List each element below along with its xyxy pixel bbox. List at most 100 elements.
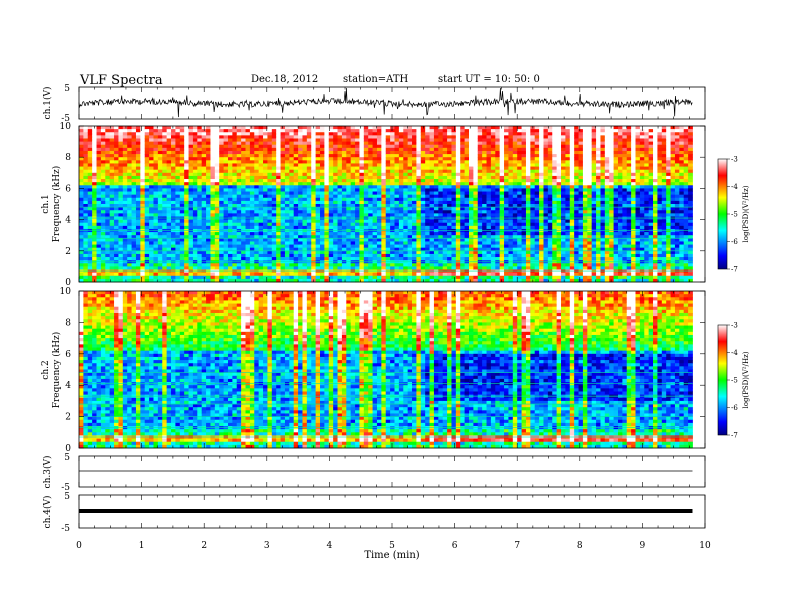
spectrogram-cell <box>79 197 84 202</box>
spectrogram-cell <box>486 241 492 245</box>
spectrogram-cell <box>442 182 448 186</box>
spectrogram-cell <box>114 179 119 183</box>
spectrogram-cell <box>219 222 224 227</box>
spectrogram-cell <box>96 169 102 174</box>
spectrogram-cell <box>276 191 281 196</box>
spectrogram-cell <box>214 188 220 192</box>
spectrogram-cell <box>175 238 181 242</box>
spectrogram-cell <box>109 235 115 239</box>
spectrogram-cell <box>433 247 439 252</box>
spectrogram-cell <box>499 247 505 252</box>
spectrogram-cell <box>162 235 168 239</box>
spectrogram-cell <box>280 200 286 205</box>
spectrogram-cell <box>87 210 93 214</box>
spectrogram-cell <box>385 232 391 236</box>
spectrogram-cell <box>131 154 137 158</box>
spectrogram-cell <box>398 253 404 258</box>
spectrogram-cell <box>420 141 426 146</box>
spectrogram-cell <box>381 166 387 171</box>
spectrogram-cell <box>438 278 444 283</box>
spectrogram-cell <box>280 141 286 146</box>
spectrogram-cell <box>311 135 317 139</box>
spectrogram-cell <box>385 172 391 177</box>
spectrogram-cell <box>438 182 444 186</box>
spectrogram-cell <box>263 197 268 202</box>
spectrogram-cell <box>412 207 417 211</box>
spectrogram-cell <box>135 179 141 183</box>
spectrogram-cell <box>324 182 330 186</box>
spectrogram-cell <box>412 200 417 205</box>
spectrogram-cell <box>96 213 102 217</box>
spectrogram-cell <box>438 179 444 183</box>
spectrogram-cell <box>131 272 137 277</box>
spectrogram-cell <box>267 241 273 245</box>
spectrogram-cell <box>447 232 452 236</box>
spectrogram-cell <box>359 182 365 186</box>
spectrogram-cell <box>433 172 439 177</box>
spectrogram-cell <box>201 235 207 239</box>
spectrogram-cell <box>438 275 444 280</box>
spectrogram-cell <box>166 275 172 280</box>
spectrogram-cell <box>149 154 154 158</box>
spectrogram-cell <box>341 244 347 249</box>
spectrogram-cell <box>363 222 369 227</box>
spectrogram-cell <box>429 129 435 133</box>
spectrogram-cell <box>394 182 400 186</box>
spectrogram-cell <box>87 207 93 211</box>
spectrogram-cell <box>438 225 444 230</box>
spectrogram-cell <box>249 179 255 183</box>
spectrogram-cell <box>416 188 422 192</box>
spectrogram-cell <box>227 179 233 183</box>
spectrogram-cell <box>131 132 137 136</box>
spectrogram-cell <box>499 191 505 196</box>
spectrogram-cell <box>315 225 321 230</box>
spectrogram-cell <box>355 157 360 161</box>
spectrogram-cell <box>83 135 89 139</box>
spectrogram-cell <box>140 147 146 152</box>
spectrogram-cell <box>184 163 189 167</box>
spectrogram-cell <box>201 141 207 146</box>
spectrogram-cell <box>324 138 330 142</box>
spectrogram-cell <box>153 179 159 183</box>
spectrogram-cell <box>420 154 426 158</box>
spectrogram-cell <box>280 278 286 283</box>
spectrogram-cell <box>227 144 233 149</box>
spectrogram-cell <box>140 247 146 252</box>
spectrogram-cell <box>298 250 303 255</box>
spectrogram-cell <box>171 188 176 192</box>
spectrogram-cell <box>381 191 387 196</box>
spectrogram-cell <box>135 266 141 270</box>
spectrogram-cell <box>433 232 439 236</box>
spectrogram-cell <box>171 150 176 155</box>
spectrogram-cell <box>473 185 479 189</box>
spectrogram-cell <box>122 207 128 211</box>
spectrogram-cell <box>149 278 154 283</box>
spectrogram-cell <box>469 179 474 183</box>
spectrogram-cell <box>359 213 365 217</box>
spectrogram-cell <box>140 257 146 261</box>
spectrogram-cell <box>131 253 137 258</box>
spectrogram-cell <box>214 197 220 202</box>
spectrogram-cell <box>341 138 347 142</box>
spectrogram-cell <box>328 141 334 146</box>
spectrogram-cell <box>179 278 185 283</box>
spectrogram-cell <box>223 138 229 142</box>
spectrogram-cell <box>210 160 216 164</box>
spectrogram-cell <box>236 194 242 199</box>
spectrogram-cell <box>157 275 163 280</box>
spectrogram-cell <box>79 253 84 258</box>
spectrogram-cell <box>219 238 224 242</box>
spectrogram-cell <box>359 204 365 208</box>
spectrogram-cell <box>298 253 303 258</box>
spectrogram-cell <box>320 266 325 270</box>
spectrogram-cell <box>381 210 387 214</box>
spectrogram-cell <box>477 185 483 189</box>
spectrogram-cell <box>324 179 330 183</box>
spectrogram-cell <box>442 235 448 239</box>
spectrogram-cell <box>403 200 409 205</box>
spectrogram-cell <box>232 213 238 217</box>
spectrogram-cell <box>385 210 391 214</box>
spectrogram-cell <box>109 169 115 174</box>
spectrogram-cell <box>135 253 141 258</box>
spectrogram-cell <box>355 207 360 211</box>
